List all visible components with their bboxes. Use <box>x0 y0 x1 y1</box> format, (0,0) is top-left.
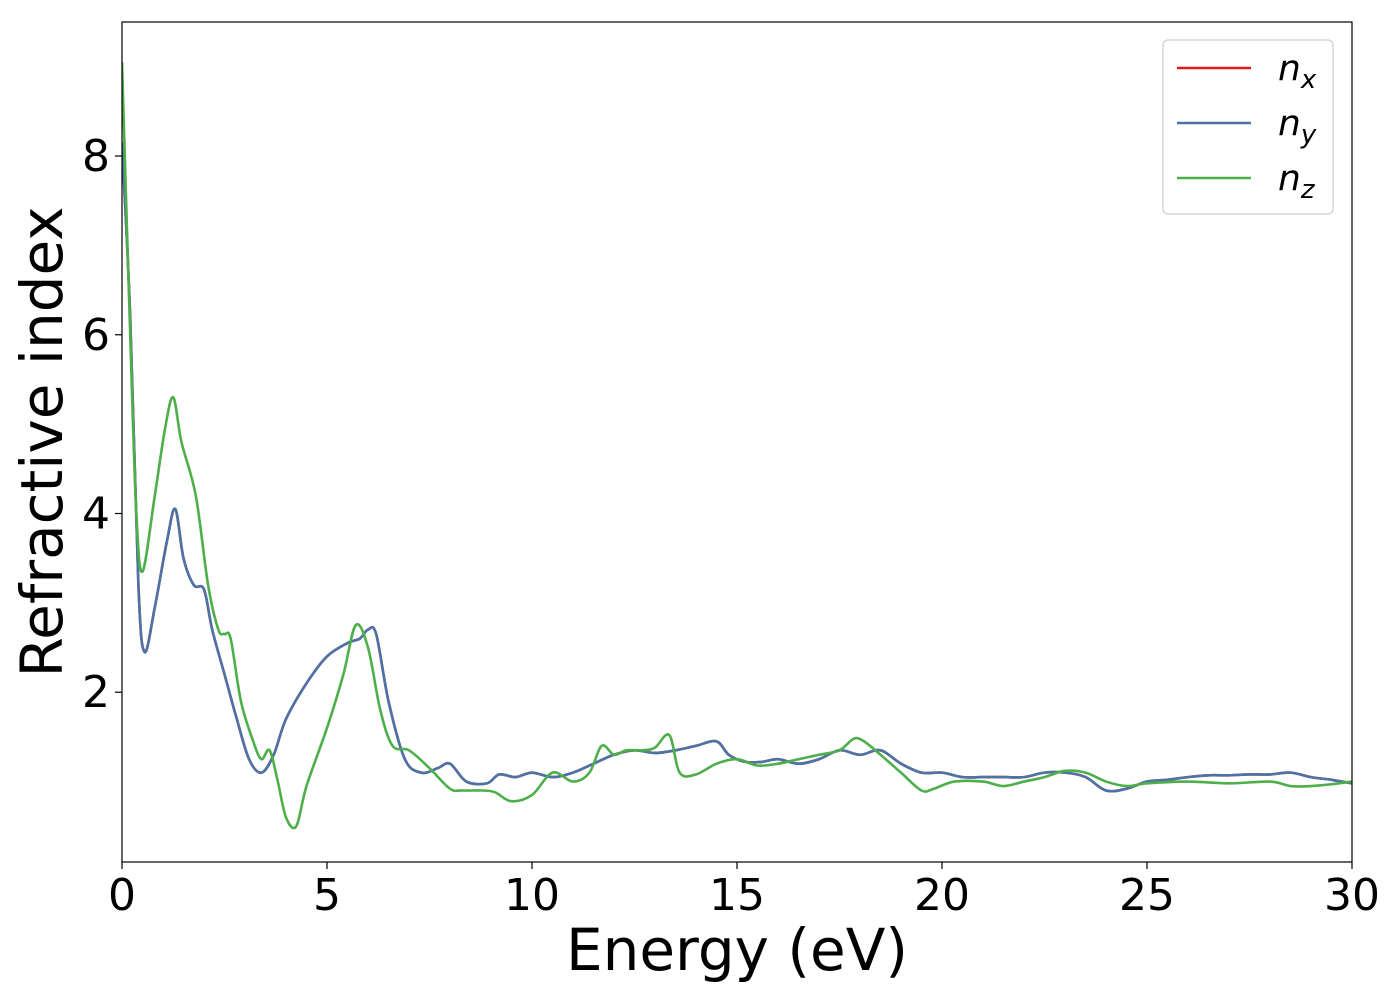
legend: nx ny nz <box>1162 39 1334 215</box>
x-tick-label: 30 <box>1324 870 1380 921</box>
y-tick-label: 8 <box>82 131 110 182</box>
legend-label-y: ny <box>1278 103 1317 150</box>
y-axis-label: Refractive index <box>8 206 76 677</box>
series-line-z <box>122 62 1352 830</box>
legend-label-x: nx <box>1278 48 1317 95</box>
y-tick-label: 4 <box>82 488 110 539</box>
legend-box <box>1162 39 1334 215</box>
y-tick-label: 2 <box>82 667 110 718</box>
x-axis-label: Energy (eV) <box>566 916 908 984</box>
x-tick-label: 0 <box>108 870 136 921</box>
x-tick-label: 25 <box>1119 870 1175 921</box>
axis-ticks: 0 5 10 15 20 25 30 2 4 6 8 <box>82 131 1380 921</box>
x-tick-label: 5 <box>313 870 341 921</box>
x-tick-label: 20 <box>914 870 970 921</box>
series-line-y <box>122 142 1352 793</box>
y-tick-label: 6 <box>82 310 110 361</box>
legend-label-z: nz <box>1278 158 1316 205</box>
x-tick-label: 15 <box>709 870 765 921</box>
x-tick-label: 10 <box>504 870 560 921</box>
series-layer <box>122 62 1352 830</box>
